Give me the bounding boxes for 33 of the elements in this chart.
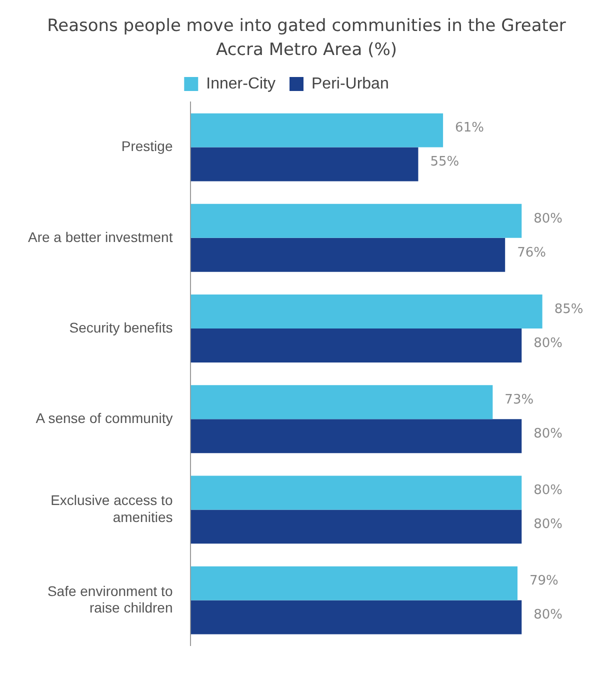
data-label: 79% [530,574,558,589]
data-label: 80% [534,336,563,351]
bar [190,510,522,544]
chart-title: Reasons people move into gated communities in the Greater Accra Metro Area (%) [46,15,566,62]
bar [190,328,522,362]
bar [190,113,444,148]
bar [190,476,522,510]
legend-label: Inner-City [206,75,276,92]
y-tick-label: Exclusive access to amenities [50,492,173,525]
y-tick-label: A sense of community [36,410,173,426]
data-label: 80% [534,211,563,226]
data-label: 80% [534,608,563,623]
data-label: 80% [534,517,563,532]
bar [190,204,522,238]
bar [190,600,522,634]
data-label: 61% [455,120,484,136]
bar [190,419,522,454]
y-tick-label: Safe environment to raise children [47,582,173,616]
bar [190,147,418,182]
data-label: 80% [534,426,563,442]
data-label: 73% [504,392,534,408]
y-tick-label: Security benefits [69,319,173,336]
bar [190,238,506,272]
data-label: 85% [554,302,584,317]
bar [190,385,493,420]
data-label: 76% [517,245,546,260]
bar [190,566,518,600]
data-label: 55% [430,154,460,170]
legend-label: Peri-Urban [311,75,389,92]
y-tick-label: Prestige [121,138,173,154]
y-tick-label: Are a better investment [28,228,173,245]
bar [190,294,542,328]
data-label: 80% [534,483,563,498]
